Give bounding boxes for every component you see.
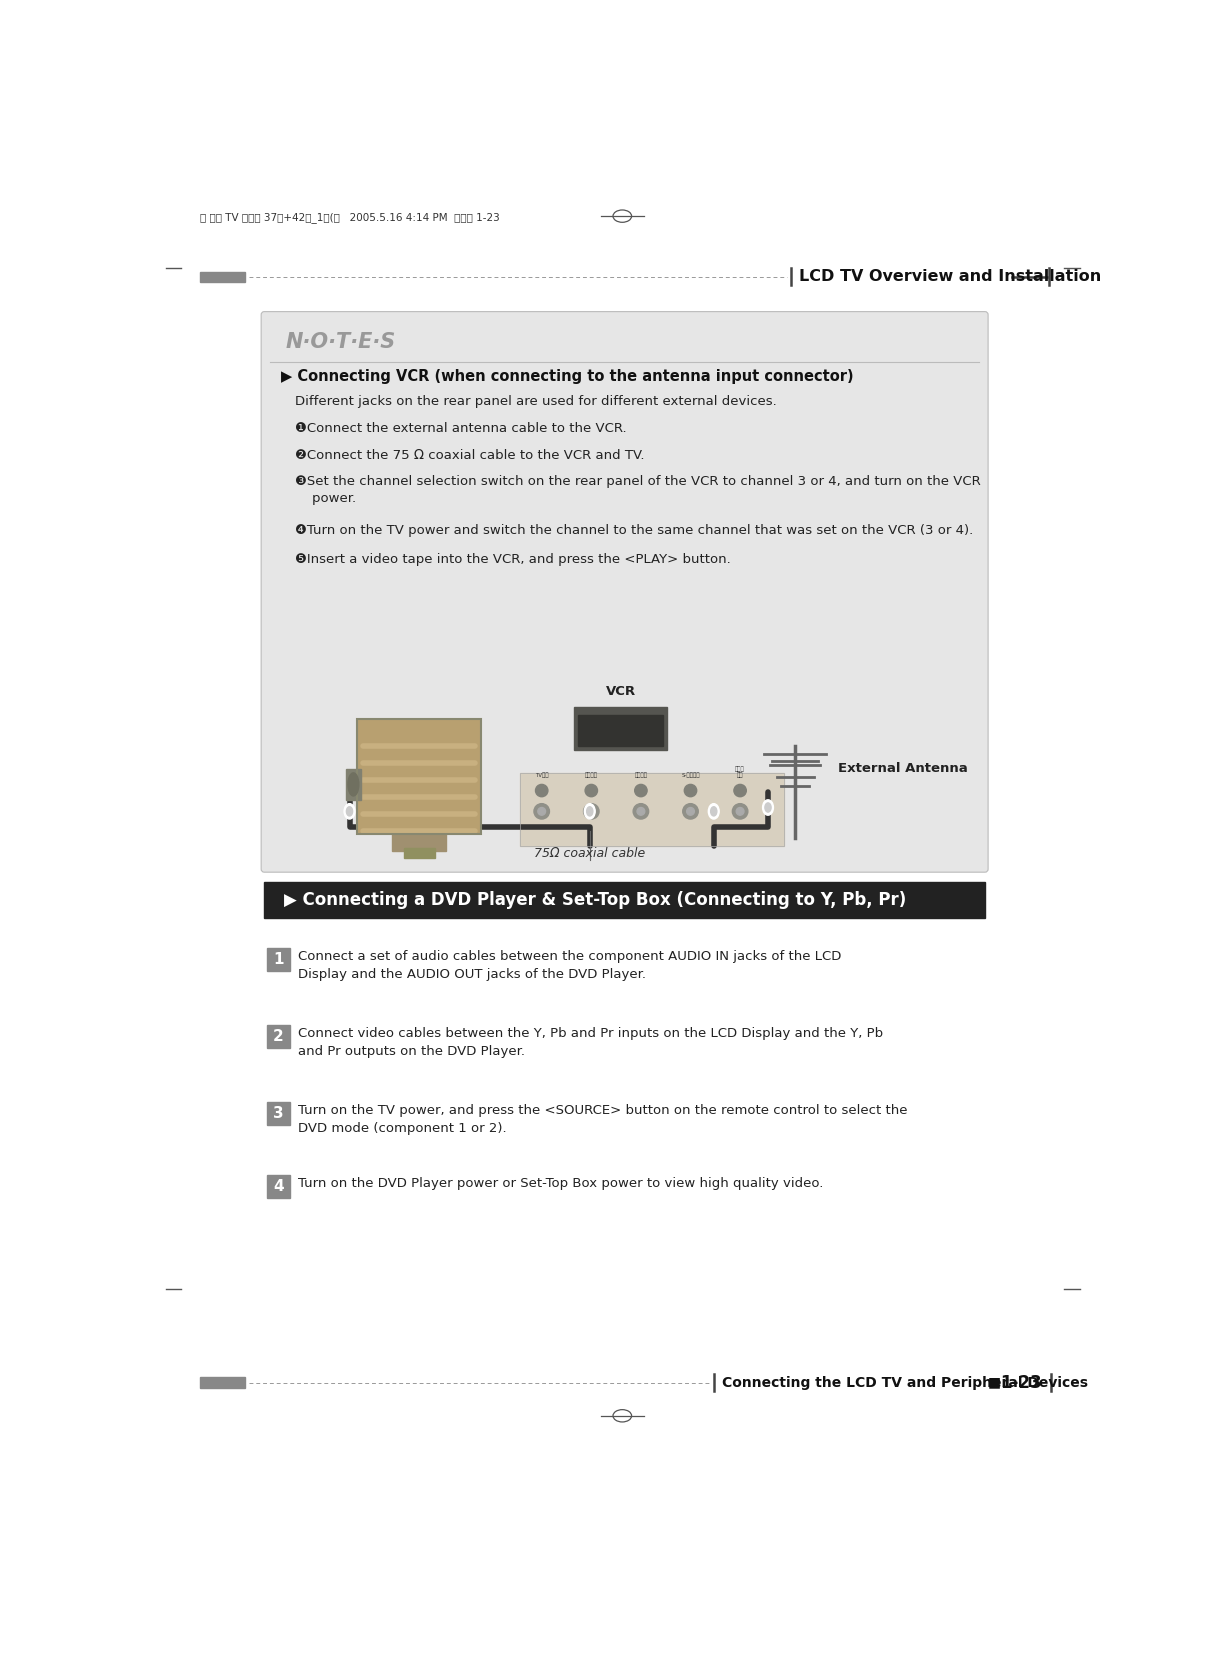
Ellipse shape [683, 803, 699, 818]
Bar [575, 707, 667, 750]
Bar [200, 1378, 245, 1388]
Ellipse shape [633, 803, 649, 818]
Bar [264, 881, 985, 918]
Ellipse shape [711, 807, 717, 817]
Ellipse shape [763, 800, 774, 815]
Bar [357, 719, 481, 835]
Ellipse shape [538, 807, 546, 815]
Text: Connect video cables between the Y, Pb and Pr inputs on the LCD Display and the : Connect video cables between the Y, Pb a… [298, 1028, 883, 1057]
Text: ▶ Connecting VCR (when connecting to the antenna input connector): ▶ Connecting VCR (when connecting to the… [282, 369, 854, 383]
Ellipse shape [765, 803, 772, 812]
Ellipse shape [587, 807, 595, 815]
Text: 1: 1 [273, 951, 283, 966]
Text: Turn on the DVD Player power or Set-Top Box power to view high quality video.: Turn on the DVD Player power or Set-Top … [298, 1177, 823, 1190]
Bar [357, 719, 481, 835]
Bar [520, 774, 784, 847]
Text: N·O·T·E·S: N·O·T·E·S [286, 332, 396, 352]
Bar [200, 272, 245, 282]
Text: ❺Insert a video tape into the VCR, and press the <PLAY> button.: ❺Insert a video tape into the VCR, and p… [295, 553, 731, 566]
Text: VCR: VCR [606, 686, 635, 699]
Ellipse shape [708, 803, 719, 818]
Bar [392, 832, 446, 852]
Ellipse shape [344, 803, 355, 818]
Ellipse shape [684, 785, 696, 797]
Bar [578, 715, 663, 745]
Ellipse shape [587, 807, 593, 817]
Text: ❸Set the channel selection switch on the rear panel of the VCR to channel 3 or 4: ❸Set the channel selection switch on the… [295, 475, 981, 488]
Text: External Antenna: External Antenna [838, 762, 967, 775]
Bar [345, 769, 361, 800]
Text: Different jacks on the rear panel are used for different external devices.: Different jacks on the rear panel are us… [295, 395, 778, 408]
Ellipse shape [634, 785, 648, 797]
Text: 안테나
입력: 안테나 입력 [735, 767, 745, 779]
Bar [403, 848, 435, 858]
Ellipse shape [346, 807, 352, 817]
Text: S-영상출력: S-영상출력 [682, 772, 700, 779]
Text: 4: 4 [273, 1179, 283, 1194]
Ellipse shape [736, 807, 744, 815]
Text: 3: 3 [273, 1106, 283, 1121]
Ellipse shape [637, 807, 645, 815]
Text: ❷Connect the 75 Ω coaxial cable to the VCR and TV.: ❷Connect the 75 Ω coaxial cable to the V… [295, 448, 645, 461]
Ellipse shape [347, 774, 358, 795]
Bar [266, 1175, 290, 1199]
Text: TV연결: TV연결 [535, 772, 548, 779]
Text: 음성출력: 음성출력 [584, 772, 598, 779]
Ellipse shape [686, 807, 695, 815]
Bar [266, 1102, 290, 1125]
Ellipse shape [536, 785, 548, 797]
Bar [520, 774, 784, 847]
Ellipse shape [583, 803, 599, 818]
Ellipse shape [584, 803, 595, 818]
Text: 미 주형 TV 매뉴얼 37형+42형_1장(영   2005.5.16 4:14 PM  페이지 1-23: 미 주형 TV 매뉴얼 37형+42형_1장(영 2005.5.16 4:14 … [200, 212, 499, 222]
Bar [266, 1024, 290, 1047]
Text: 75Ω coaxial cable: 75Ω coaxial cable [535, 847, 645, 860]
Text: Turn on the TV power, and press the <SOURCE> button on the remote control to sel: Turn on the TV power, and press the <SOU… [298, 1104, 908, 1135]
Text: ■: ■ [988, 1376, 1000, 1389]
Text: 2: 2 [273, 1029, 283, 1044]
Text: Connect a set of audio cables between the component AUDIO IN jacks of the LCD
Di: Connect a set of audio cables between th… [298, 950, 841, 981]
Ellipse shape [586, 785, 598, 797]
Ellipse shape [533, 803, 549, 818]
Text: 영상출력: 영상출력 [634, 772, 648, 779]
Ellipse shape [734, 785, 746, 797]
Text: ❶Connect the external antenna cable to the VCR.: ❶Connect the external antenna cable to t… [295, 423, 627, 435]
Text: LCD TV Overview and Installation: LCD TV Overview and Installation [799, 269, 1101, 284]
Text: power.: power. [295, 491, 356, 505]
FancyBboxPatch shape [261, 312, 988, 872]
Text: Connecting the LCD TV and Peripheral Devices: Connecting the LCD TV and Peripheral Dev… [722, 1376, 1087, 1389]
Text: ▶ Connecting a DVD Player & Set-Top Box (Connecting to Y, Pb, Pr): ▶ Connecting a DVD Player & Set-Top Box … [283, 891, 906, 910]
Ellipse shape [733, 803, 748, 818]
Text: 1-23: 1-23 [1000, 1374, 1042, 1391]
Bar [266, 948, 290, 971]
Text: ❹Turn on the TV power and switch the channel to the same channel that was set on: ❹Turn on the TV power and switch the cha… [295, 525, 973, 538]
